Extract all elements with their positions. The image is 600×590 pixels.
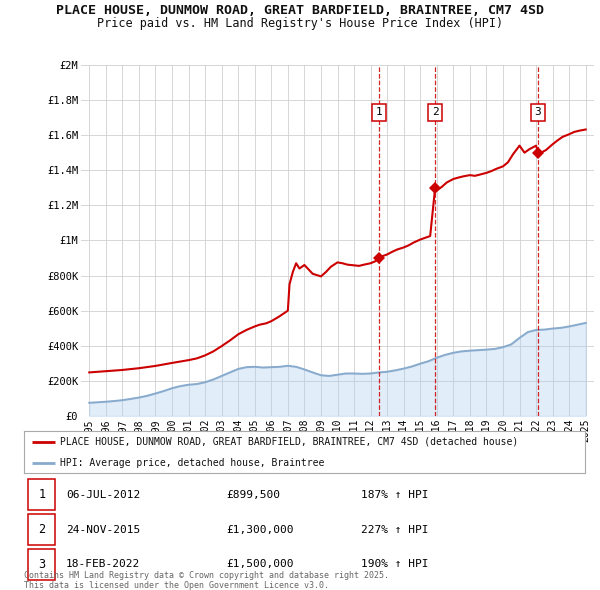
Text: 190% ↑ HPI: 190% ↑ HPI (361, 559, 428, 569)
Text: Contains HM Land Registry data © Crown copyright and database right 2025.
This d: Contains HM Land Registry data © Crown c… (24, 571, 389, 590)
Text: 1: 1 (38, 488, 46, 501)
Text: HPI: Average price, detached house, Braintree: HPI: Average price, detached house, Brai… (61, 458, 325, 468)
Text: 24-NOV-2015: 24-NOV-2015 (66, 525, 140, 535)
Text: 2: 2 (432, 107, 439, 117)
Text: £1,500,000: £1,500,000 (226, 559, 293, 569)
Text: 18-FEB-2022: 18-FEB-2022 (66, 559, 140, 569)
Text: 1: 1 (376, 107, 382, 117)
Text: PLACE HOUSE, DUNMOW ROAD, GREAT BARDFIELD, BRAINTREE, CM7 4SD: PLACE HOUSE, DUNMOW ROAD, GREAT BARDFIEL… (56, 4, 544, 17)
Text: 2: 2 (38, 523, 46, 536)
Text: 3: 3 (535, 107, 541, 117)
Text: Price paid vs. HM Land Registry's House Price Index (HPI): Price paid vs. HM Land Registry's House … (97, 17, 503, 30)
FancyBboxPatch shape (28, 514, 55, 545)
Text: 187% ↑ HPI: 187% ↑ HPI (361, 490, 428, 500)
Text: PLACE HOUSE, DUNMOW ROAD, GREAT BARDFIELD, BRAINTREE, CM7 4SD (detached house): PLACE HOUSE, DUNMOW ROAD, GREAT BARDFIEL… (61, 437, 519, 447)
Text: £1,300,000: £1,300,000 (226, 525, 293, 535)
Text: 06-JUL-2012: 06-JUL-2012 (66, 490, 140, 500)
FancyBboxPatch shape (28, 479, 55, 510)
FancyBboxPatch shape (28, 549, 55, 580)
Text: 227% ↑ HPI: 227% ↑ HPI (361, 525, 428, 535)
Text: 3: 3 (38, 558, 46, 571)
Text: £899,500: £899,500 (226, 490, 280, 500)
